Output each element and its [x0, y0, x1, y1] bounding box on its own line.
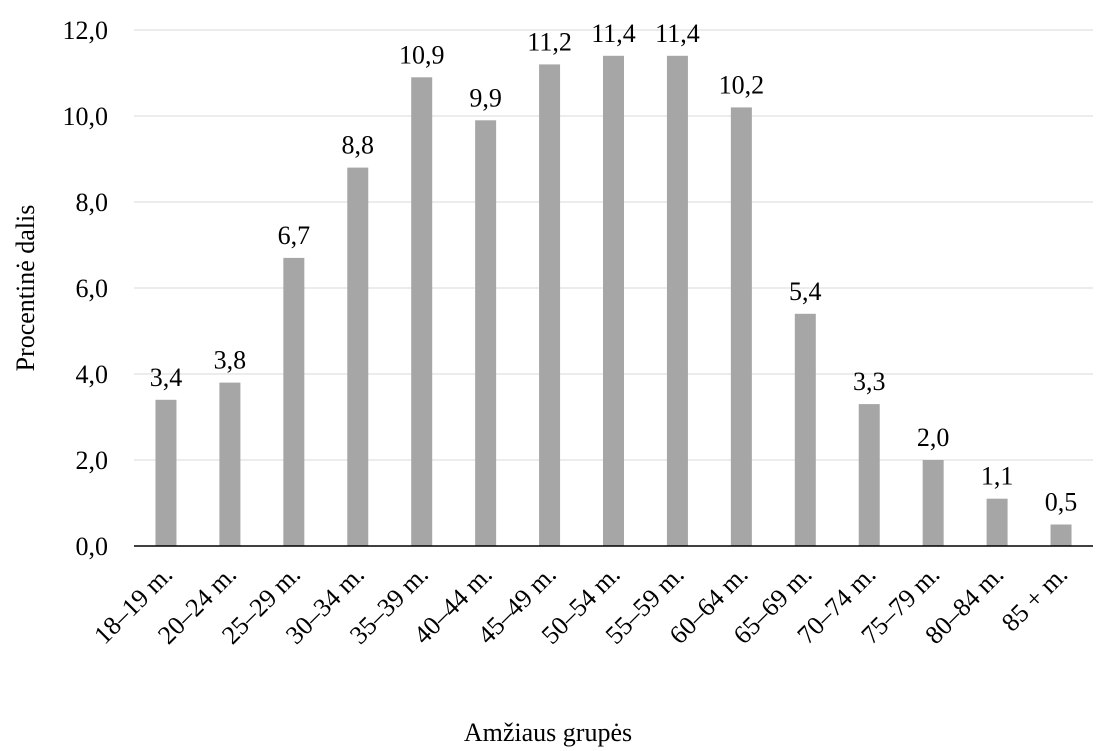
bar: [858, 404, 880, 546]
bar: [283, 257, 305, 546]
data-label: 3,4: [150, 363, 183, 392]
y-tick-label: 2,0: [76, 446, 109, 475]
y-tick-label: 6,0: [76, 274, 109, 303]
x-tick-label: 85 + m.: [996, 560, 1073, 637]
data-label: 11,2: [527, 27, 572, 56]
data-label: 6,7: [278, 221, 311, 250]
bar: [986, 498, 1008, 546]
y-tick-label: 0,0: [76, 532, 109, 561]
data-label: 11,4: [655, 19, 700, 48]
y-tick-label: 10,0: [63, 102, 109, 131]
x-axis-ticks: 18–19 m.20–24 m.25–29 m.30–34 m.35–39 m.…: [88, 560, 1073, 650]
data-label: 10,2: [719, 70, 765, 99]
data-labels: 3,4 3,8 6,7 8,8 10,9 9,9 11,2 11,4 11,4 10,2 5,4 3,…: [150, 19, 1078, 517]
data-label: 11,4: [591, 19, 636, 48]
data-label: 2,0: [917, 423, 950, 452]
data-label: 1,1: [981, 462, 1014, 491]
data-label: 5,4: [789, 277, 822, 306]
x-axis-title: Amžiaus grupės: [464, 718, 632, 747]
data-label: 8,8: [342, 131, 375, 160]
y-tick-label: 12,0: [63, 16, 109, 45]
y-axis-ticks: 0,0 2,0 4,0 6,0 8,0 10,0 12,0: [63, 16, 109, 561]
bar: [219, 382, 241, 546]
data-label: 0,5: [1045, 488, 1078, 517]
bar: [603, 55, 624, 547]
y-tick-label: 4,0: [76, 360, 109, 389]
bar: [666, 55, 688, 547]
bar: [922, 460, 944, 546]
y-axis-title: Procentinė dalis: [11, 205, 40, 372]
bar: [155, 399, 177, 546]
bar: [475, 120, 497, 547]
bar: [730, 107, 752, 547]
bar: [1050, 524, 1072, 546]
bar: [539, 64, 561, 547]
data-label: 9,9: [469, 83, 502, 112]
data-label: 10,9: [399, 40, 445, 69]
bars: [155, 55, 1072, 547]
y-tick-label: 8,0: [76, 188, 109, 217]
data-label: 3,8: [214, 346, 247, 375]
bar: [347, 167, 369, 546]
bar: [794, 313, 816, 546]
bar: [411, 77, 433, 547]
data-label: 3,3: [853, 367, 886, 396]
